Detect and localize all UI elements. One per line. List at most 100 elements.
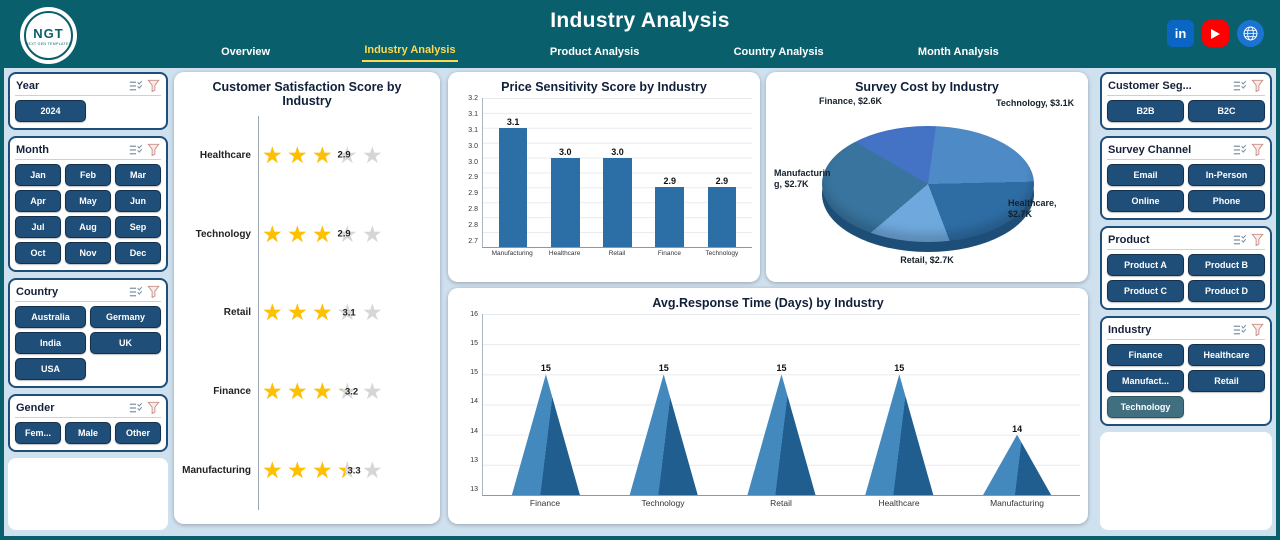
filter-option-may[interactable]: May: [65, 190, 111, 212]
filter-option-online[interactable]: Online: [1107, 190, 1184, 212]
filter-option-product-c[interactable]: Product C: [1107, 280, 1184, 302]
multi-select-icon[interactable]: [129, 144, 143, 156]
data-label: 3.0: [559, 146, 572, 157]
pie-label-finance: Finance, $2.6K: [818, 96, 882, 106]
tab-product-analysis[interactable]: Product Analysis: [549, 46, 640, 58]
cone-finance[interactable]: [511, 374, 580, 495]
filter-panel-title: Survey Channel: [1108, 143, 1192, 156]
clear-filter-icon[interactable]: [147, 285, 160, 298]
header: NGT NEXT GEN TEMPLATES Industry Analysis…: [4, 4, 1276, 68]
category-label: Retail: [223, 307, 251, 319]
multi-select-icon[interactable]: [1233, 144, 1247, 156]
satisfaction-row-technology[interactable]: Technology★★★★★★★★★★2.9: [182, 194, 432, 274]
bar-technology[interactable]: [707, 187, 737, 247]
response-time-card: Avg.Response Time (Days) by Industry 16 1…: [448, 288, 1088, 524]
filter-option-oct[interactable]: Oct: [15, 242, 61, 264]
pie-chart[interactable]: [822, 126, 1034, 242]
satisfaction-row-finance[interactable]: Finance★★★★★★★★★★3.2: [182, 352, 432, 432]
filter-option-b2b[interactable]: B2B: [1107, 100, 1184, 122]
bar-manufacturing[interactable]: [498, 127, 528, 247]
filter-option-male[interactable]: Male: [65, 422, 111, 444]
multi-select-icon[interactable]: [1233, 234, 1247, 246]
multi-select-icon[interactable]: [1233, 324, 1247, 336]
filter-option-feb[interactable]: Feb: [65, 164, 111, 186]
pie-label-manufacturing: Manufacturing, $2.7K: [774, 168, 831, 190]
multi-select-icon[interactable]: [129, 286, 143, 298]
filter-option-germany[interactable]: Germany: [90, 306, 161, 328]
cone-retail[interactable]: [747, 374, 816, 495]
star-icon: ★★: [262, 141, 283, 168]
filter-option-australia[interactable]: Australia: [15, 306, 86, 328]
filter-option-in-person[interactable]: In-Person: [1188, 164, 1265, 186]
filter-option-usa[interactable]: USA: [15, 358, 86, 380]
globe-icon[interactable]: [1237, 20, 1264, 47]
cone-manufacturing[interactable]: [983, 434, 1052, 495]
clear-filter-icon[interactable]: [1251, 233, 1264, 246]
clear-filter-icon[interactable]: [1251, 79, 1264, 92]
filter-option-2024[interactable]: 2024: [15, 100, 86, 122]
nav-tabs: Overview Industry Analysis Product Analysi…: [174, 44, 1046, 62]
filter-option-jan[interactable]: Jan: [15, 164, 61, 186]
filter-option-manufact[interactable]: Manufact...: [1107, 370, 1184, 392]
filter-option-b2c[interactable]: B2C: [1188, 100, 1265, 122]
filter-option-nov[interactable]: Nov: [65, 242, 111, 264]
star-icon: ★★: [362, 378, 383, 405]
category-label: Technology: [195, 228, 251, 240]
filter-option-product-a[interactable]: Product A: [1107, 254, 1184, 276]
chart-title-survey-cost: Survey Cost by Industry: [855, 80, 999, 94]
tab-month-analysis[interactable]: Month Analysis: [917, 46, 999, 58]
youtube-icon[interactable]: [1202, 20, 1229, 47]
filter-option-healthcare[interactable]: Healthcare: [1188, 344, 1265, 366]
bar-retail[interactable]: [603, 157, 632, 247]
clear-filter-icon[interactable]: [1251, 323, 1264, 336]
multi-select-icon[interactable]: [129, 80, 143, 92]
data-label: 2.9: [663, 176, 676, 187]
multi-select-icon[interactable]: [1233, 80, 1247, 92]
filter-option-uk[interactable]: UK: [90, 332, 161, 354]
filter-option-product-b[interactable]: Product B: [1188, 254, 1265, 276]
filter-option-jul[interactable]: Jul: [15, 216, 61, 238]
value-label: 2.9: [337, 228, 351, 240]
satisfaction-row-retail[interactable]: Retail★★★★★★★★★★3.1: [182, 273, 432, 353]
bar-healthcare[interactable]: [550, 157, 580, 247]
satisfaction-row-healthcare[interactable]: Healthcare★★★★★★★★★★2.9: [182, 116, 432, 195]
y-tick: 2.9: [468, 174, 478, 182]
price-x-labels: Manufacturing Healthcare Retail Finance Tech…: [482, 248, 752, 257]
cone-healthcare[interactable]: [865, 374, 934, 495]
multi-select-icon[interactable]: [129, 402, 143, 414]
clear-filter-icon[interactable]: [1251, 143, 1264, 156]
tab-overview[interactable]: Overview: [221, 46, 271, 58]
filter-option-fem[interactable]: Fem...: [15, 422, 61, 444]
linkedin-icon[interactable]: in: [1167, 20, 1194, 47]
cone-technology[interactable]: [629, 374, 698, 495]
satisfaction-row-manufacturing[interactable]: Manufacturing★★★★★★★★★★3.3: [182, 431, 432, 510]
star-icon: ★★: [262, 220, 283, 247]
filter-option-phone[interactable]: Phone: [1188, 190, 1265, 212]
filter-option-technology[interactable]: Technology: [1107, 396, 1184, 418]
filter-option-other[interactable]: Other: [115, 422, 161, 444]
filter-option-sep[interactable]: Sep: [115, 216, 161, 238]
survey-cost-card: Survey Cost by Industry Finance, $2.6K Te…: [766, 72, 1088, 282]
clear-filter-icon[interactable]: [147, 143, 160, 156]
filter-option-product-d[interactable]: Product D: [1188, 280, 1265, 302]
clear-filter-icon[interactable]: [147, 79, 160, 92]
star-icon: ★★: [287, 378, 308, 405]
bar-finance[interactable]: [655, 187, 685, 247]
data-label: 2.9: [715, 176, 729, 187]
filter-option-email[interactable]: Email: [1107, 164, 1184, 186]
tab-industry-analysis[interactable]: Industry Analysis: [362, 44, 458, 62]
filter-option-dec[interactable]: Dec: [115, 242, 161, 264]
star-icon: ★★: [337, 457, 358, 484]
filter-option-finance[interactable]: Finance: [1107, 344, 1184, 366]
star-icon: ★★: [312, 299, 333, 326]
filter-option-retail[interactable]: Retail: [1188, 370, 1265, 392]
filter-option-jun[interactable]: Jun: [115, 190, 161, 212]
data-label: 3.1: [506, 116, 520, 127]
filter-option-aug[interactable]: Aug: [65, 216, 111, 238]
tab-country-analysis[interactable]: Country Analysis: [733, 46, 824, 58]
price-y-axis: 3.2 3.1 3.1 3.0 3.0 2.9 2.9 2.8 2.8 2.7: [456, 95, 482, 245]
filter-option-india[interactable]: India: [15, 332, 86, 354]
clear-filter-icon[interactable]: [147, 401, 160, 414]
filter-option-apr[interactable]: Apr: [15, 190, 61, 212]
filter-option-mar[interactable]: Mar: [115, 164, 161, 186]
